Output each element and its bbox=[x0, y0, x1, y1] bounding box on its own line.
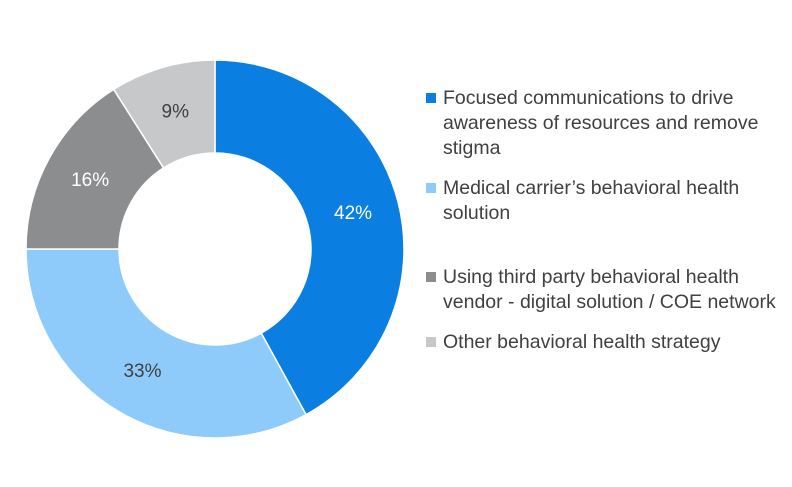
legend-label: Medical carrier’s behavioral health solu… bbox=[443, 177, 740, 224]
legend-swatch bbox=[426, 93, 436, 103]
legend-swatch bbox=[426, 183, 436, 193]
legend-label: Focused communications to drive awarenes… bbox=[443, 87, 759, 159]
donut-slice-medical-carrier bbox=[25, 248, 308, 439]
donut-slice-third-party-vendor bbox=[25, 88, 165, 250]
legend-item-focused-communications: Focused communications to drive awarenes… bbox=[426, 86, 786, 161]
legend-swatch bbox=[426, 272, 436, 282]
data-label-third-party-vendor: 16% bbox=[71, 170, 109, 191]
legend-label: Other behavioral health strategy bbox=[443, 331, 721, 353]
data-label-medical-carrier: 33% bbox=[123, 361, 161, 382]
legend-item-other-strategy: Other behavioral health strategy bbox=[426, 330, 786, 355]
legend-item-third-party-vendor: Using third party behavioral health vend… bbox=[426, 265, 786, 315]
donut-slice-focused-communications bbox=[214, 59, 405, 416]
donut-chart: 42% 33% 16% 9% bbox=[25, 59, 405, 439]
data-label-other-strategy: 9% bbox=[162, 102, 190, 123]
legend-item-medical-carrier: Medical carrier’s behavioral health solu… bbox=[426, 176, 786, 226]
chart-legend: Focused communications to drive awarenes… bbox=[426, 86, 786, 370]
legend-label: Using third party behavioral health vend… bbox=[443, 266, 776, 313]
data-label-focused-communications: 42% bbox=[334, 203, 372, 224]
legend-swatch bbox=[426, 337, 436, 347]
donut-slice-other-strategy bbox=[112, 59, 216, 169]
